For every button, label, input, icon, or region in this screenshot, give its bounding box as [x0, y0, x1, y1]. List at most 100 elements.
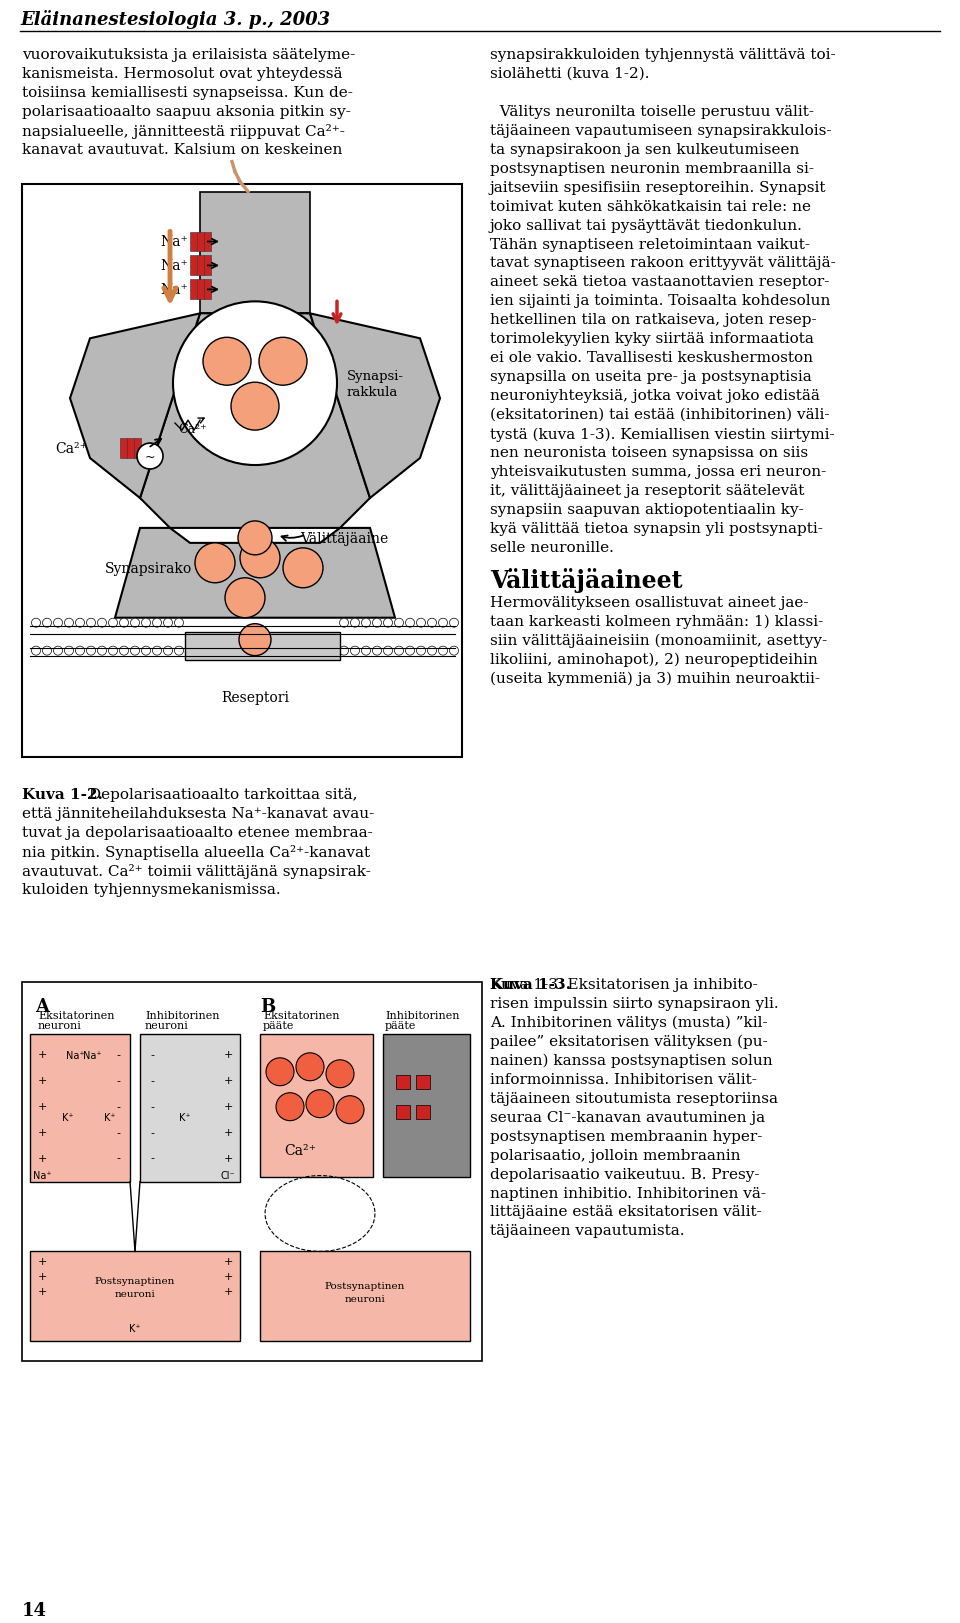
Text: synapsirakkuloiden tyhjennystä välittävä toi-: synapsirakkuloiden tyhjennystä välittävä… — [490, 47, 835, 62]
Text: +: + — [37, 1100, 47, 1112]
Circle shape — [42, 618, 52, 628]
Circle shape — [350, 646, 359, 656]
Text: -: - — [150, 1074, 154, 1086]
Circle shape — [296, 1053, 324, 1081]
Text: -: - — [116, 1152, 120, 1162]
Text: Na⁺: Na⁺ — [65, 1050, 84, 1060]
Text: +: + — [224, 1100, 232, 1112]
Circle shape — [395, 618, 403, 628]
Text: -: - — [116, 1126, 120, 1138]
Text: Synapsirako: Synapsirako — [105, 562, 192, 576]
Circle shape — [306, 1091, 334, 1118]
Text: -: - — [116, 1100, 120, 1112]
Text: A: A — [35, 997, 49, 1016]
Text: +: + — [37, 1152, 47, 1162]
Circle shape — [405, 618, 415, 628]
Circle shape — [395, 646, 403, 656]
Circle shape — [427, 618, 437, 628]
Text: täjäaineen sitoutumista reseptoriinsa: täjäaineen sitoutumista reseptoriinsa — [490, 1091, 778, 1105]
Text: +: + — [37, 1048, 47, 1060]
Text: nen neuronista toiseen synapsissa on siis: nen neuronista toiseen synapsissa on sii… — [490, 446, 808, 459]
Text: synapsiin saapuvan aktiopotentiaalin ky-: synapsiin saapuvan aktiopotentiaalin ky- — [490, 503, 804, 516]
Circle shape — [195, 544, 235, 583]
Text: Ca²⁺: Ca²⁺ — [55, 441, 87, 456]
Text: Postsynaptinen: Postsynaptinen — [324, 1282, 405, 1290]
Text: B: B — [260, 997, 276, 1016]
Text: kanismeista. Hermosolut ovat yhteydessä: kanismeista. Hermosolut ovat yhteydessä — [22, 67, 343, 81]
Circle shape — [119, 646, 129, 656]
Bar — [396, 1074, 410, 1089]
Circle shape — [131, 646, 139, 656]
Circle shape — [76, 646, 84, 656]
Text: Ca²⁺: Ca²⁺ — [284, 1143, 316, 1157]
Bar — [416, 1074, 430, 1089]
Polygon shape — [30, 1034, 130, 1182]
Text: polarisaatio, jolloin membraanin: polarisaatio, jolloin membraanin — [490, 1147, 740, 1162]
Text: neuroni: neuroni — [114, 1290, 156, 1298]
Text: +: + — [224, 1271, 232, 1282]
Text: Inhibitorinen: Inhibitorinen — [145, 1010, 220, 1021]
Bar — [185, 633, 340, 661]
Text: nainen) kanssa postsynaptisen solun: nainen) kanssa postsynaptisen solun — [490, 1053, 773, 1068]
Text: likoliini, aminohapot), 2) neuropeptideihin: likoliini, aminohapot), 2) neuropeptidei… — [490, 652, 818, 667]
Text: Depolarisaatioaalto tarkoittaa sitä,: Depolarisaatioaalto tarkoittaa sitä, — [84, 787, 357, 802]
Bar — [204, 256, 210, 276]
Circle shape — [54, 618, 62, 628]
Circle shape — [383, 618, 393, 628]
Polygon shape — [70, 315, 200, 498]
Text: +: + — [224, 1287, 232, 1297]
Circle shape — [175, 618, 183, 628]
Bar — [119, 438, 127, 459]
Text: -: - — [150, 1152, 154, 1162]
Text: Reseptori: Reseptori — [221, 690, 289, 704]
Circle shape — [108, 618, 117, 628]
Polygon shape — [310, 315, 440, 498]
Bar — [197, 256, 204, 276]
Circle shape — [32, 618, 40, 628]
Text: (eksitatorinen) tai estää (inhibitorinen) väli-: (eksitatorinen) tai estää (inhibitorinen… — [490, 407, 829, 422]
Circle shape — [42, 646, 52, 656]
Text: Välittäjäaineet: Välittäjäaineet — [490, 568, 683, 592]
Text: naptinen inhibitio. Inhibitorinen vä-: naptinen inhibitio. Inhibitorinen vä- — [490, 1186, 766, 1199]
Circle shape — [276, 1092, 304, 1121]
Circle shape — [54, 646, 62, 656]
Text: avautuvat. Ca²⁺ toimii välittäjänä synapsirak-: avautuvat. Ca²⁺ toimii välittäjänä synap… — [22, 863, 371, 878]
Circle shape — [439, 646, 447, 656]
Text: Cl⁻: Cl⁻ — [221, 1170, 235, 1180]
Text: taan karkeasti kolmeen ryhmään: 1) klassi-: taan karkeasti kolmeen ryhmään: 1) klass… — [490, 615, 824, 628]
Text: -: - — [150, 1100, 154, 1112]
Text: pääte: pääte — [385, 1021, 417, 1031]
Text: täjäaineen vapautumista.: täjäaineen vapautumista. — [490, 1224, 684, 1238]
Text: seuraa Cl⁻-kanavan avautuminen ja: seuraa Cl⁻-kanavan avautuminen ja — [490, 1110, 765, 1125]
Text: Na⁺: Na⁺ — [160, 235, 188, 250]
Circle shape — [173, 302, 337, 466]
Text: Na⁺: Na⁺ — [33, 1170, 51, 1180]
Text: jaitseviin spesifisiin reseptoreihin. Synapsit: jaitseviin spesifisiin reseptoreihin. Sy… — [490, 180, 827, 195]
Circle shape — [225, 578, 265, 618]
Text: -: - — [116, 1048, 120, 1060]
Text: neuroni: neuroni — [145, 1021, 189, 1031]
Circle shape — [372, 618, 381, 628]
Text: synapsilla on useita pre- ja postsynaptisia: synapsilla on useita pre- ja postsynapti… — [490, 370, 812, 385]
Text: nia pitkin. Synaptisella alueella Ca²⁺-kanavat: nia pitkin. Synaptisella alueella Ca²⁺-k… — [22, 844, 371, 860]
Text: informoinnissa. Inhibitorisen välit-: informoinnissa. Inhibitorisen välit- — [490, 1073, 756, 1086]
Text: toisiinsa kemiallisesti synapseissa. Kun de-: toisiinsa kemiallisesti synapseissa. Kun… — [22, 86, 353, 99]
Bar — [204, 232, 210, 252]
Text: vuorovaikutuksista ja erilaisista säätelyme-: vuorovaikutuksista ja erilaisista säätel… — [22, 47, 355, 62]
Text: Na⁺: Na⁺ — [83, 1050, 102, 1060]
Bar — [189, 281, 197, 300]
Circle shape — [64, 618, 74, 628]
Text: littäjäaine estää eksitatorisen välit-: littäjäaine estää eksitatorisen välit- — [490, 1204, 761, 1219]
Text: +: + — [224, 1074, 232, 1086]
Bar — [416, 1105, 430, 1118]
Circle shape — [98, 618, 107, 628]
Bar — [204, 281, 210, 300]
Text: postsynaptisen membraanin hyper-: postsynaptisen membraanin hyper- — [490, 1130, 762, 1143]
Circle shape — [153, 646, 161, 656]
Text: siin välittäjäaineisiin (monoamiinit, asettyy-: siin välittäjäaineisiin (monoamiinit, as… — [490, 633, 828, 648]
Circle shape — [340, 646, 348, 656]
Text: kanavat avautuvat. Kalsium on keskeinen: kanavat avautuvat. Kalsium on keskeinen — [22, 143, 343, 156]
Text: 14: 14 — [22, 1600, 47, 1618]
Text: Na⁺: Na⁺ — [160, 260, 188, 273]
Text: Eläinanestesiologia 3. p., 2003: Eläinanestesiologia 3. p., 2003 — [20, 10, 330, 29]
